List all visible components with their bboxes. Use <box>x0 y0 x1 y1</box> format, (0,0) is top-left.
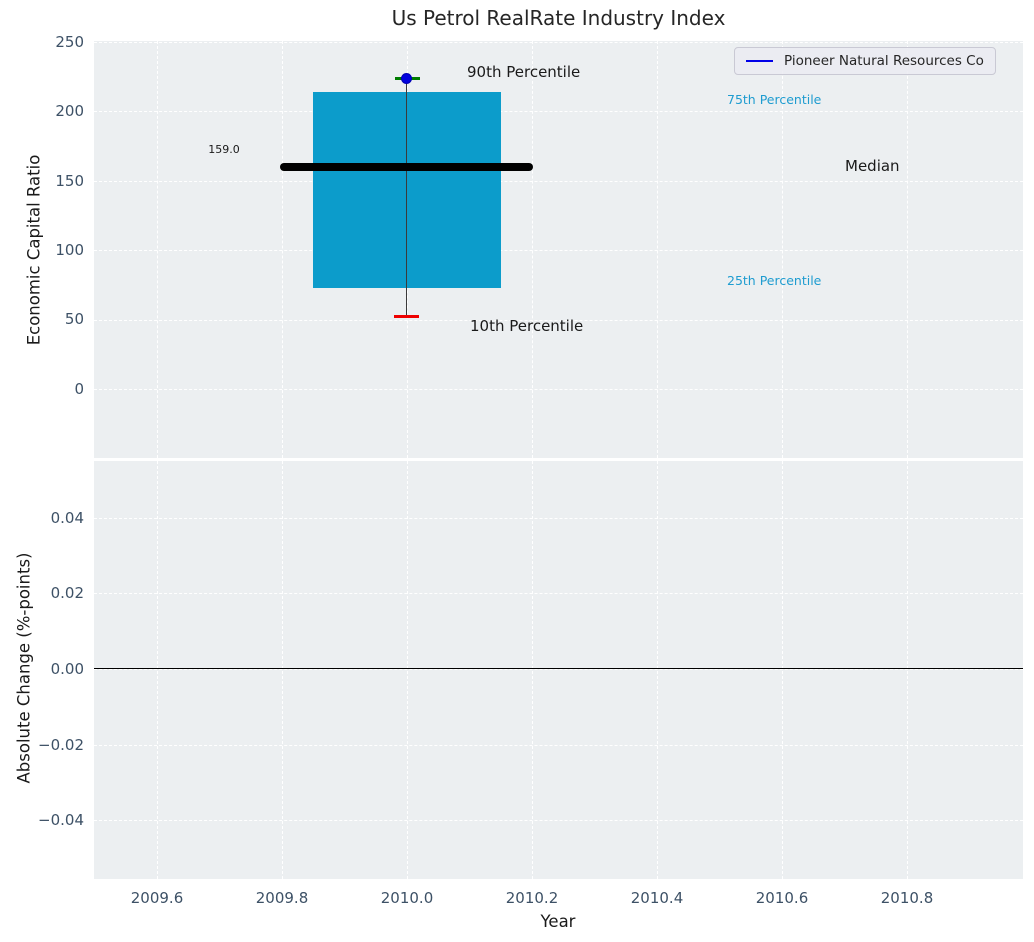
median-value-label: 159.0 <box>208 143 240 156</box>
gridline <box>907 461 908 879</box>
zero-change-line <box>94 668 1023 669</box>
company-marker-dot <box>401 72 412 84</box>
xtick: 2010.0 <box>380 889 434 907</box>
ytick-top: 200 <box>55 102 84 120</box>
xtick: 2010.4 <box>630 889 684 907</box>
x-axis-label: Year <box>540 912 576 931</box>
chart-title: Us Petrol RealRate Industry Index <box>391 6 726 30</box>
ytick-bottom: 0.00 <box>50 660 84 678</box>
ytick-top: 150 <box>55 172 84 190</box>
gridline <box>782 41 783 458</box>
ytick-top: 50 <box>64 310 84 328</box>
gridline <box>94 250 1023 251</box>
gridline <box>282 41 283 458</box>
gridline <box>157 461 158 879</box>
ytick-top: 0 <box>74 380 84 398</box>
gridline <box>94 669 1023 670</box>
ytick-bottom: −0.04 <box>38 811 84 829</box>
annotation-10th-percentile: 10th Percentile <box>470 317 584 335</box>
gridline <box>657 41 658 458</box>
xtick: 2010.6 <box>755 889 809 907</box>
gridline <box>94 42 1023 43</box>
boxplot-10th-cap <box>394 314 419 318</box>
gridline <box>94 593 1023 594</box>
ytick-bottom: 0.02 <box>50 584 84 602</box>
gridline <box>94 820 1023 821</box>
ytick-bottom: −0.02 <box>38 736 84 754</box>
ytick-bottom: 0.04 <box>50 509 84 527</box>
legend-line-sample <box>746 60 773 62</box>
gridline <box>907 41 908 458</box>
gridline <box>94 745 1023 746</box>
annotation-25th-percentile: 25th Percentile <box>727 273 822 288</box>
ytick-top: 250 <box>55 33 84 51</box>
gridline <box>94 111 1023 112</box>
annotation-median: Median <box>845 157 900 175</box>
gridline <box>532 461 533 879</box>
gridline <box>282 461 283 879</box>
bottom-axes <box>94 461 1023 879</box>
gridline <box>94 518 1023 519</box>
ytick-top: 100 <box>55 241 84 259</box>
annotation-90th-percentile: 90th Percentile <box>467 63 581 81</box>
gridline <box>94 389 1023 390</box>
gridline <box>94 320 1023 321</box>
legend-label: Pioneer Natural Resources Co <box>784 53 984 69</box>
gridline <box>157 41 158 458</box>
xtick: 2009.8 <box>255 889 309 907</box>
boxplot-median-line <box>280 162 533 171</box>
annotation-75th-percentile: 75th Percentile <box>727 92 822 107</box>
xtick: 2010.2 <box>505 889 559 907</box>
gridline <box>407 461 408 879</box>
xtick: 2010.8 <box>880 889 934 907</box>
legend: Pioneer Natural Resources Co <box>734 47 996 75</box>
gridline <box>532 41 533 458</box>
gridline <box>657 461 658 879</box>
bottom-y-axis-label: Absolute Change (%-points) <box>14 552 34 784</box>
boxplot-whisker <box>406 78 408 316</box>
top-axes: 90th Percentile 10th Percentile 75th Per… <box>94 41 1023 458</box>
gridline <box>782 461 783 879</box>
xtick: 2009.6 <box>130 889 184 907</box>
top-y-axis-label: Economic Capital Ratio <box>24 154 44 346</box>
gridline <box>94 181 1023 182</box>
